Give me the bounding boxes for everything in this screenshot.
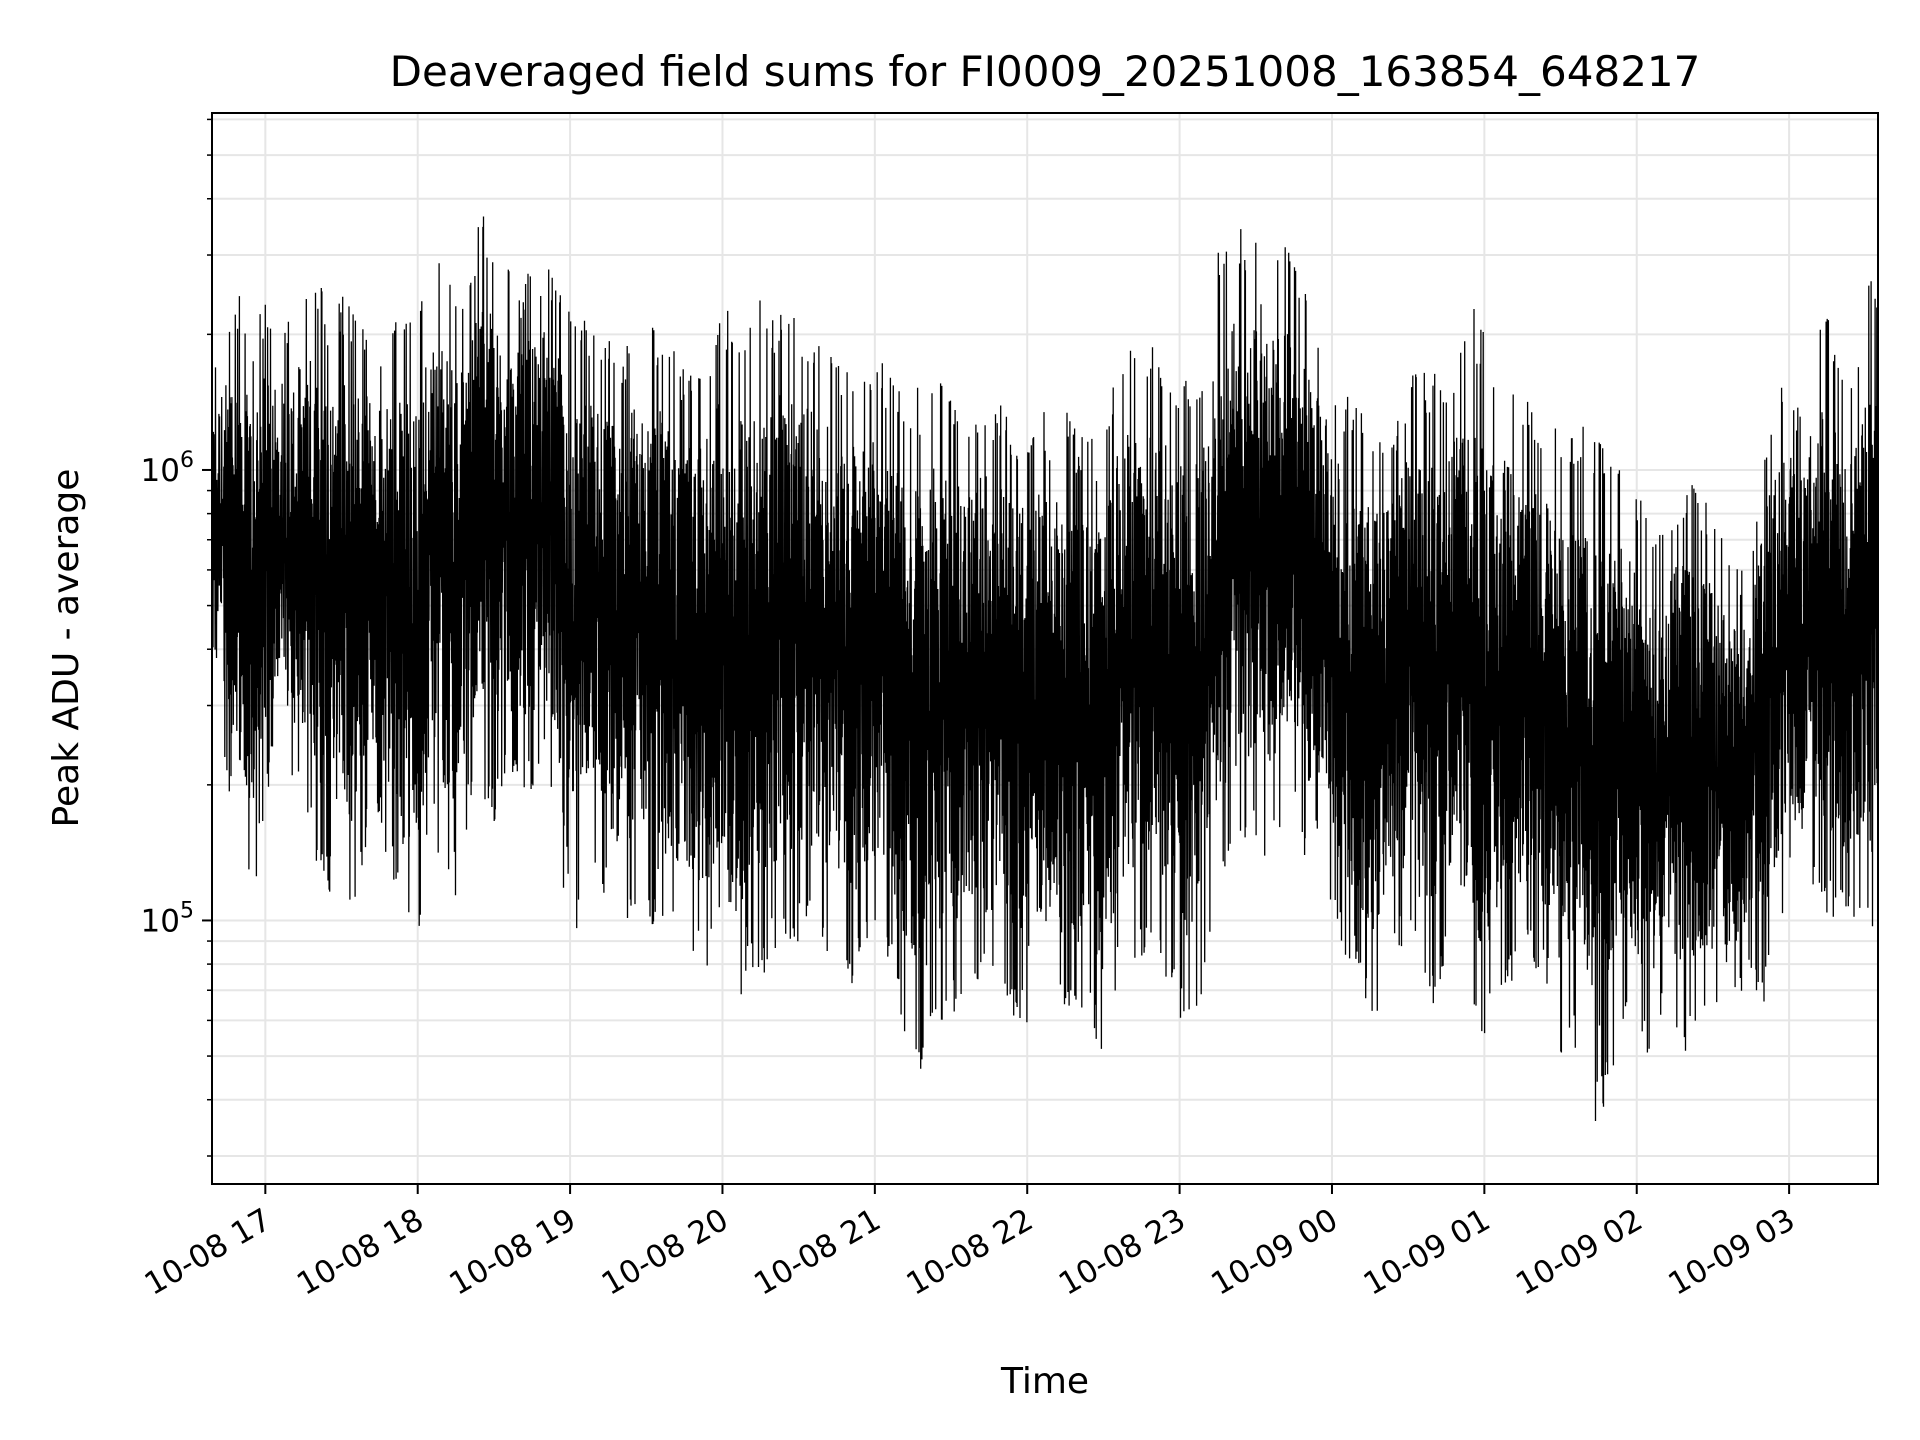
y-axis: 105 106: [141, 118, 212, 1157]
series-line: [212, 216, 1878, 1122]
x-axis-label: Time: [1000, 1361, 1089, 1402]
y-axis-label: Peak ADU - average: [46, 469, 87, 828]
data-layer: [212, 216, 1878, 1122]
chart-title: Deaveraged field sums for FI0009_2025100…: [390, 47, 1701, 96]
y-tick-label: 106: [141, 448, 194, 489]
y-tick-label: 105: [141, 898, 194, 939]
